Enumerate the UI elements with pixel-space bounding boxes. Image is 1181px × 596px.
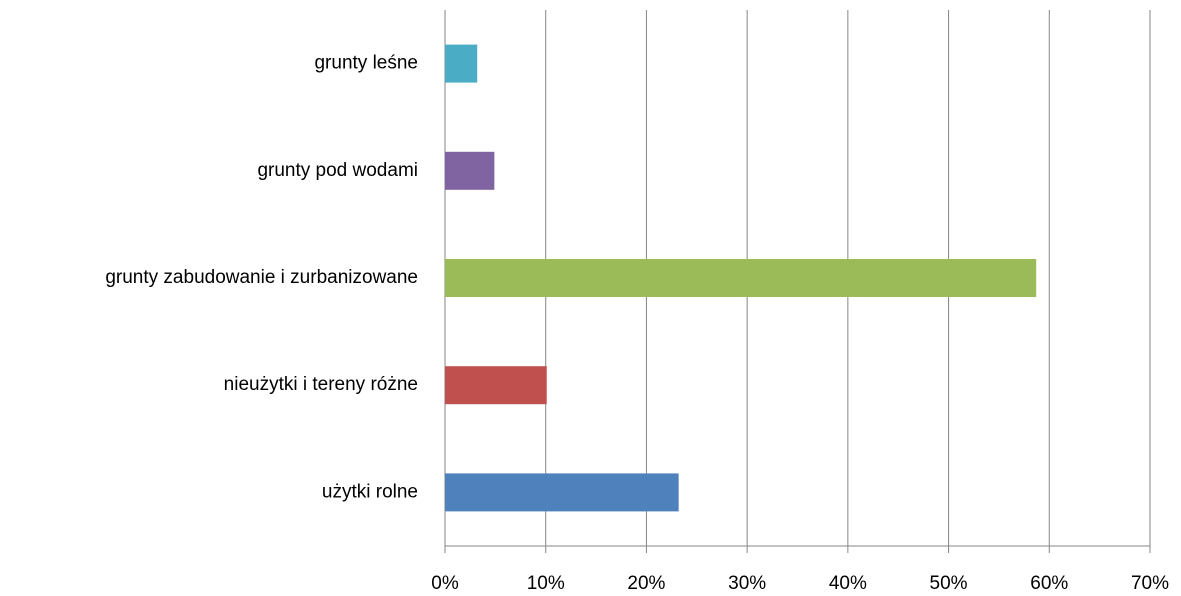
x-tick-label: 0% xyxy=(431,573,459,594)
bar xyxy=(445,44,478,83)
x-tick-label: 50% xyxy=(930,573,968,594)
x-tick-label: 60% xyxy=(1030,573,1068,594)
bar xyxy=(445,366,547,405)
x-tick-label: 20% xyxy=(627,573,665,594)
y-tick-label: grunty leśne xyxy=(314,53,418,74)
x-tick-label: 10% xyxy=(527,573,565,594)
y-tick-label: grunty pod wodami xyxy=(257,160,418,181)
x-tick-label: 70% xyxy=(1131,573,1169,594)
y-tick-label: nieużytki i tereny różne xyxy=(224,374,418,395)
bar xyxy=(445,259,1037,297)
x-tick-label: 30% xyxy=(728,573,766,594)
bar xyxy=(445,151,495,190)
x-tick-label: 40% xyxy=(829,573,867,594)
y-tick-label: grunty zabudowanie i zurbanizowane xyxy=(105,267,418,288)
y-tick-label: użytki rolne xyxy=(322,481,418,502)
bar xyxy=(445,473,679,512)
